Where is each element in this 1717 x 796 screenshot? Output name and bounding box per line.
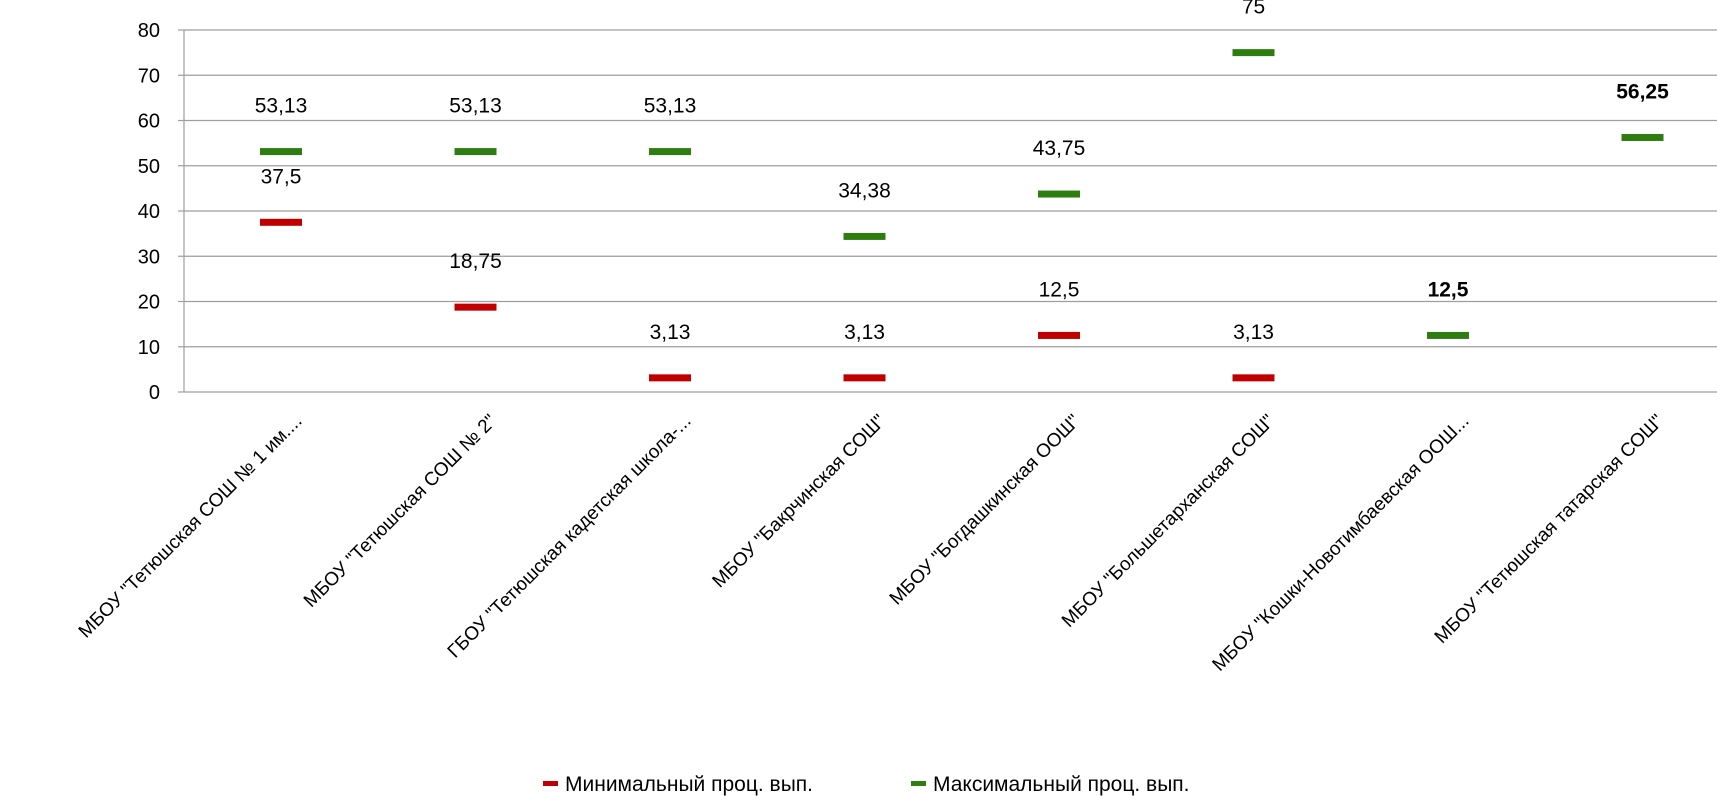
- data-label: 75: [1242, 0, 1265, 19]
- x-tick-label: МБОУ "Бакрчинская СОШ": [709, 411, 890, 592]
- data-marker: [454, 148, 497, 156]
- data-label: 34,38: [838, 179, 891, 202]
- data-marks: [260, 49, 1664, 382]
- y-tick-label: 50: [138, 156, 160, 178]
- x-tick-label: МБОУ "Большетарханская СОШ": [1058, 411, 1279, 632]
- x-tick-label: МБОУ "Тетюшская СОШ № 2": [300, 411, 501, 612]
- data-marker: [260, 218, 302, 226]
- data-marker: [1427, 331, 1469, 339]
- grid-lines: [184, 29, 1717, 393]
- y-tick-label: 40: [138, 201, 160, 223]
- x-tick-label: ГБОУ "Тетюшская кадетская школа-...: [444, 411, 696, 663]
- data-label: 18,75: [449, 250, 502, 273]
- data-label: 53,13: [644, 95, 697, 118]
- data-marker: [843, 374, 886, 382]
- data-marker: [1621, 133, 1664, 141]
- y-tick-label: 0: [149, 382, 160, 404]
- legend-swatch: [911, 781, 926, 786]
- y-tick-label: 20: [138, 292, 160, 314]
- y-tick-label: 80: [138, 20, 160, 42]
- y-tick-label: 70: [138, 65, 160, 87]
- data-marker: [1232, 49, 1275, 57]
- data-labels: 37,5 18,75 3,13 3,13 12,5 3,13 53,13 53,13 53,13…: [255, 0, 1669, 344]
- legend: Минимальный проц. вып. Максимальный проц.…: [543, 773, 1190, 796]
- x-tick-label: МБОУ "Богдашкинская ООШ": [886, 411, 1085, 610]
- x-tick-label: МБОУ "Тетюшская татарская СОШ": [1431, 411, 1668, 648]
- data-marker: [1232, 374, 1275, 382]
- data-label: 3,13: [650, 321, 691, 344]
- data-label: 53,13: [449, 95, 502, 118]
- data-marker: [843, 232, 886, 240]
- data-marker: [260, 148, 302, 156]
- y-tick-label: 30: [138, 246, 160, 268]
- data-marker: [1038, 190, 1080, 198]
- y-tick-label: 10: [138, 337, 160, 359]
- data-label: 3,13: [1233, 321, 1274, 344]
- data-label: 56,25: [1616, 80, 1669, 103]
- x-axis: МБОУ "Тетюшская СОШ № 1 им....МБОУ "Тетю…: [75, 411, 1668, 676]
- x-tick-label: МБОУ "Тетюшская СОШ № 1 им....: [75, 411, 307, 643]
- data-label: 12,5: [1039, 278, 1080, 301]
- legend-label: Максимальный проц. вып.: [933, 773, 1190, 796]
- legend-swatch: [543, 781, 558, 786]
- data-label: 37,5: [261, 165, 302, 188]
- data-marker: [649, 148, 691, 156]
- y-tick-label: 60: [138, 111, 160, 133]
- data-label: 3,13: [844, 321, 885, 344]
- data-marker: [1038, 331, 1080, 339]
- data-marker: [649, 374, 691, 382]
- data-marker: [454, 303, 497, 311]
- data-label: 43,75: [1033, 137, 1086, 160]
- data-label: 53,13: [255, 95, 308, 118]
- legend-label: Минимальный проц. вып.: [565, 773, 813, 796]
- data-label: 12,5: [1428, 278, 1469, 301]
- y-axis: 0 10 20 30 40 50 60 70 80: [138, 20, 185, 404]
